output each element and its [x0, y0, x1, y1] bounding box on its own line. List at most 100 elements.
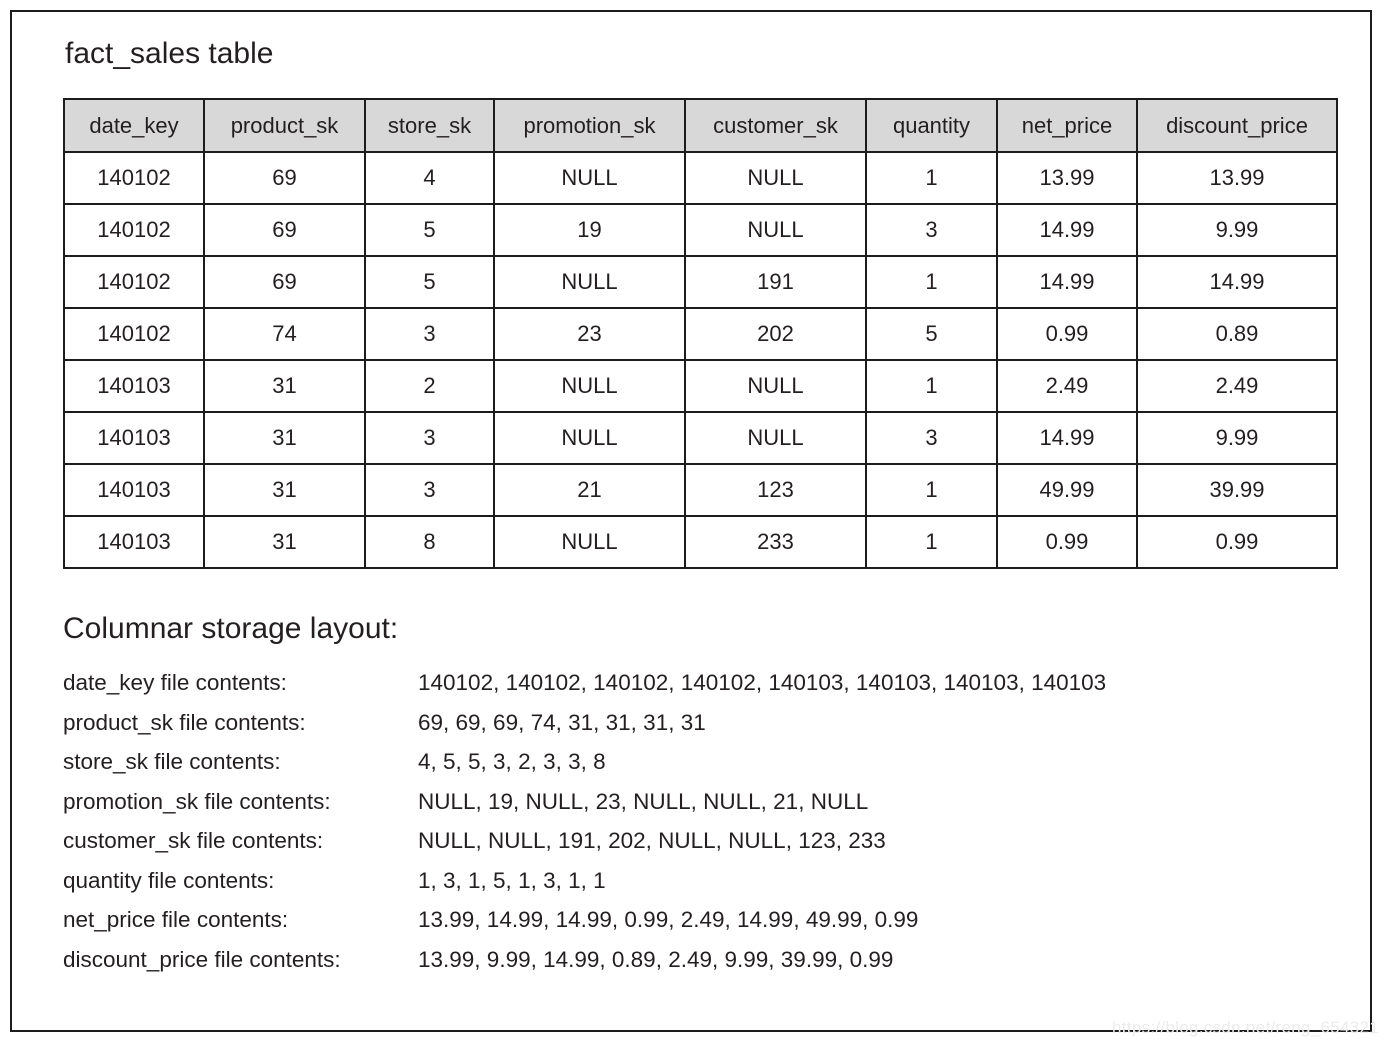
- table-cell: 2.49: [1136, 359, 1338, 413]
- table-cell: 74: [203, 307, 366, 361]
- table-cell: 19: [493, 203, 686, 257]
- table-cell: 5: [364, 255, 495, 309]
- table-cell: 69: [203, 151, 366, 205]
- table-row: 140102 69 5 NULL 191 1 14.99 14.99: [63, 255, 1338, 309]
- columnar-entry-values: 140102, 140102, 140102, 140102, 140103, …: [418, 670, 1107, 695]
- table-cell: 3: [364, 307, 495, 361]
- table-cell: 13.99: [996, 151, 1138, 205]
- table-cell: 0.99: [996, 307, 1138, 361]
- table-cell: 3: [865, 203, 998, 257]
- table-cell: 2: [364, 359, 495, 413]
- columnar-storage-heading: Columnar storage layout:: [63, 612, 399, 645]
- table-cell: 14.99: [996, 203, 1138, 257]
- table-cell: 3: [364, 411, 495, 465]
- columnar-entry-label: discount_price file contents:: [63, 946, 341, 972]
- table-cell: 69: [203, 203, 366, 257]
- columnar-entry: discount_price file contents: 13.99, 9.99…: [63, 940, 1320, 980]
- column-header: customer_sk: [684, 98, 867, 153]
- table-row: 140102 74 3 23 202 5 0.99 0.89: [63, 307, 1338, 361]
- table-cell: 140103: [63, 515, 205, 569]
- table-cell: 23: [493, 307, 686, 361]
- header-row: date_key product_sk store_sk promotion_sk cu…: [63, 98, 1338, 153]
- columnar-entry-label: store_sk file contents:: [63, 749, 281, 774]
- table-cell: NULL: [493, 359, 686, 413]
- columnar-entry-values: NULL, NULL, 191, 202, NULL, NULL, 123, 2…: [418, 828, 886, 853]
- table-row: 140103 31 8 NULL 233 1 0.99 0.99: [63, 515, 1338, 569]
- table-cell: 0.99: [996, 515, 1138, 569]
- table-cell: 202: [684, 307, 867, 361]
- table-cell: 1: [865, 515, 998, 569]
- table-cell: 140103: [63, 359, 205, 413]
- page-title: fact_sales table: [65, 37, 274, 70]
- columnar-entry: product_sk file contents: 69, 69, 69, 74,…: [63, 703, 1320, 743]
- table-cell: 140102: [63, 151, 205, 205]
- columnar-entry: net_price file contents: 13.99, 14.99, 14…: [63, 900, 1320, 940]
- table-cell: 31: [203, 411, 366, 465]
- table-cell: 4: [364, 151, 495, 205]
- table-cell: 31: [203, 515, 366, 569]
- table-cell: 1: [865, 359, 998, 413]
- table-cell: 49.99: [996, 463, 1138, 517]
- table-cell: 39.99: [1136, 463, 1338, 517]
- column-header: date_key: [63, 98, 205, 153]
- columnar-entry-label: quantity file contents:: [63, 867, 275, 893]
- table-cell: NULL: [493, 151, 686, 205]
- table-cell: 5: [364, 203, 495, 257]
- table-cell: 14.99: [996, 411, 1138, 465]
- columnar-entry-label: customer_sk file contents:: [63, 828, 324, 853]
- table-row: 140103 31 3 NULL NULL 3 14.99 9.99: [63, 411, 1338, 465]
- column-header: discount_price: [1136, 98, 1338, 153]
- table-cell: 3: [865, 411, 998, 465]
- table-cell: 191: [684, 255, 867, 309]
- column-header: quantity: [865, 98, 998, 153]
- columnar-entry-values: NULL, 19, NULL, 23, NULL, NULL, 21, NULL: [418, 788, 869, 814]
- table-cell: 0.99: [1136, 515, 1338, 569]
- table-cell: NULL: [493, 515, 686, 569]
- columnar-entry: date_key file contents: 140102, 140102, 1…: [63, 663, 1320, 703]
- table-cell: 140102: [63, 307, 205, 361]
- table-cell: 1: [865, 255, 998, 309]
- column-header: product_sk: [203, 98, 366, 153]
- table-cell: 13.99: [1136, 151, 1338, 205]
- columnar-entry-values: 1, 3, 1, 5, 1, 3, 1, 1: [418, 867, 606, 893]
- columnar-entry-values: 13.99, 9.99, 14.99, 0.89, 2.49, 9.99, 39…: [418, 946, 894, 972]
- columnar-entry-label: date_key file contents:: [63, 670, 287, 695]
- table-cell: 140102: [63, 203, 205, 257]
- columnar-entry-values: 69, 69, 69, 74, 31, 31, 31, 31: [418, 709, 706, 735]
- table-cell: 14.99: [1136, 255, 1338, 309]
- table-cell: 5: [865, 307, 998, 361]
- columnar-storage-list: date_key file contents: 140102, 140102, 1…: [63, 663, 1320, 979]
- table-cell: 31: [203, 359, 366, 413]
- fact-sales-table: date_key product_sk store_sk promotion_sk cu…: [63, 98, 1338, 569]
- table-cell: 8: [364, 515, 495, 569]
- column-header: net_price: [996, 98, 1138, 153]
- table-cell: 233: [684, 515, 867, 569]
- columnar-entry: promotion_sk file contents: NULL, 19, NUL…: [63, 782, 1320, 822]
- column-header: store_sk: [364, 98, 495, 153]
- figure-content: fact_sales table date_key product_sk store…: [12, 12, 1370, 979]
- fact-sales-table-header: date_key product_sk store_sk promotion_sk cu…: [63, 98, 1338, 153]
- table-cell: 140103: [63, 463, 205, 517]
- table-cell: 2.49: [996, 359, 1138, 413]
- fact-sales-table-body: 140102 69 4 NULL NULL 1 13.99 13.99 140102 69 5 19 N…: [63, 151, 1338, 569]
- table-cell: NULL: [493, 255, 686, 309]
- table-cell: 31: [203, 463, 366, 517]
- table-cell: 14.99: [996, 255, 1138, 309]
- table-row: 140102 69 4 NULL NULL 1 13.99 13.99: [63, 151, 1338, 205]
- columnar-entry: customer_sk file contents: NULL, NULL, 19…: [63, 821, 1320, 861]
- table-cell: 123: [684, 463, 867, 517]
- table-cell: 140103: [63, 411, 205, 465]
- columnar-entry-values: 13.99, 14.99, 14.99, 0.99, 2.49, 14.99, …: [418, 907, 919, 932]
- column-header: promotion_sk: [493, 98, 686, 153]
- columnar-entry: quantity file contents: 1, 3, 1, 5, 1, 3,…: [63, 861, 1320, 901]
- table-cell: 0.89: [1136, 307, 1338, 361]
- table-row: 140102 69 5 19 NULL 3 14.99 9.99: [63, 203, 1338, 257]
- table-cell: 21: [493, 463, 686, 517]
- table-row: 140103 31 3 21 123 1 49.99 39.99: [63, 463, 1338, 517]
- table-cell: 3: [364, 463, 495, 517]
- table-cell: 1: [865, 151, 998, 205]
- columnar-entry: store_sk file contents: 4, 5, 5, 3, 2, 3,…: [63, 742, 1320, 782]
- columnar-entry-label: product_sk file contents:: [63, 709, 306, 735]
- table-cell: 9.99: [1136, 203, 1338, 257]
- table-row: 140103 31 2 NULL NULL 1 2.49 2.49: [63, 359, 1338, 413]
